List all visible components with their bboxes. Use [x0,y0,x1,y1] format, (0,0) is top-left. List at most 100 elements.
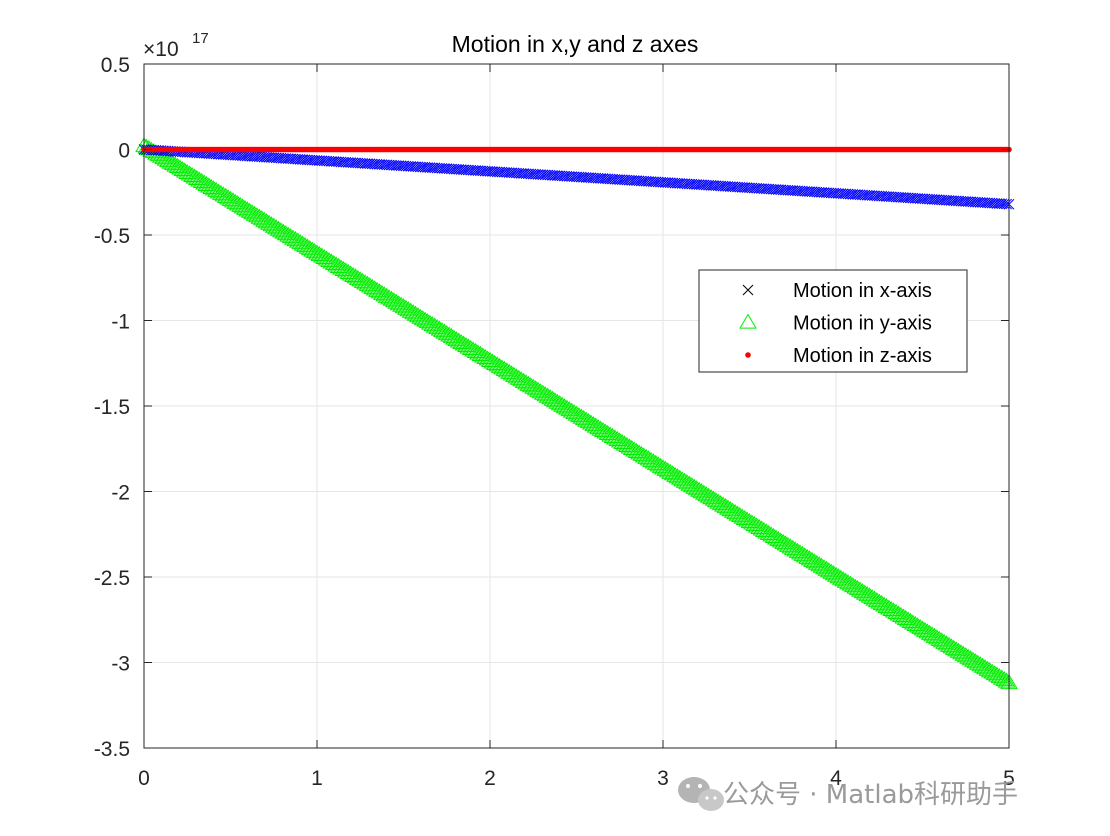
data-point [740,512,759,529]
data-point [783,539,802,555]
data-point [363,278,382,294]
data-point [370,283,389,299]
data-point [397,299,415,315]
data-point [173,160,192,177]
data-point [574,410,593,426]
data-point [570,407,588,423]
data-point [949,642,968,658]
y-tick-label: -0.5 [94,225,130,248]
data-point [216,187,235,203]
data-point [565,404,583,420]
y-tick-label: 0 [118,140,130,163]
series-layer [135,137,1018,690]
data-point [558,399,576,415]
data-point [779,536,797,552]
data-point [159,152,177,168]
data-point [250,208,269,224]
data-point [430,320,449,336]
data-point [418,313,437,329]
data-point [389,295,408,311]
data-point [944,639,963,655]
data-point [466,342,485,359]
data-point [699,487,718,503]
data-point [743,514,761,530]
data-point [644,453,663,469]
data-point [651,457,670,473]
data-point [596,423,615,439]
data-point [577,411,595,427]
y-tick-label: -2 [111,482,130,505]
data-point [365,280,384,296]
data-point [185,168,204,184]
data-point [310,245,329,262]
data-point [942,638,961,654]
data-point [682,477,701,493]
data-point [855,584,874,600]
data-point [476,348,495,364]
data-point [589,418,607,435]
data-point [839,574,857,590]
data-point [567,405,586,421]
data-point [774,533,793,549]
data-point [923,626,941,642]
legend-marker [742,284,754,296]
data-point [531,383,550,399]
data-point [200,177,218,193]
data-point [548,393,567,409]
data-point [959,648,978,664]
y-tick-label: -1 [111,311,130,334]
data-point [879,599,898,615]
data-point [435,323,454,339]
data-point [767,529,785,545]
data-point [245,205,264,221]
data-point [322,253,341,269]
data-point [646,454,665,470]
data-point [803,551,821,567]
data-point [858,586,877,602]
data-point [204,180,223,196]
data-point [908,617,927,633]
data-point [610,432,629,448]
y-tick-label: -2.5 [94,567,130,590]
data-point [284,229,302,245]
data-point [793,545,812,561]
data-point [252,210,271,226]
data-point [320,251,338,268]
data-point [490,357,509,373]
data-point [764,527,783,543]
data-point [904,614,922,630]
data-point [445,329,463,345]
data-point [721,501,740,517]
data-point [233,198,252,214]
x-tick-label: 0 [138,767,150,790]
data-point [209,183,228,199]
data-point [841,575,860,591]
data-point [447,330,466,347]
data-point [747,517,766,533]
data-point [231,196,249,212]
data-point [336,262,355,278]
data-point [670,469,689,485]
data-point [656,460,675,476]
data-point [464,341,483,357]
data-point [795,547,814,563]
data-point [867,592,886,608]
data-point [848,580,867,596]
data-point [428,319,447,335]
data-point [175,162,194,178]
data-point [899,611,917,627]
data-point [620,438,639,454]
data-point [625,441,644,457]
data-point [524,378,543,394]
data-point [930,630,949,646]
data-point [243,204,261,220]
data-point [546,392,564,408]
ticks [143,63,1010,749]
data-point [286,231,305,247]
data-point [728,505,747,521]
data-point [627,442,646,458]
data-point [817,560,836,576]
data-point [836,572,855,588]
data-point [769,530,788,546]
data-point [807,554,826,570]
